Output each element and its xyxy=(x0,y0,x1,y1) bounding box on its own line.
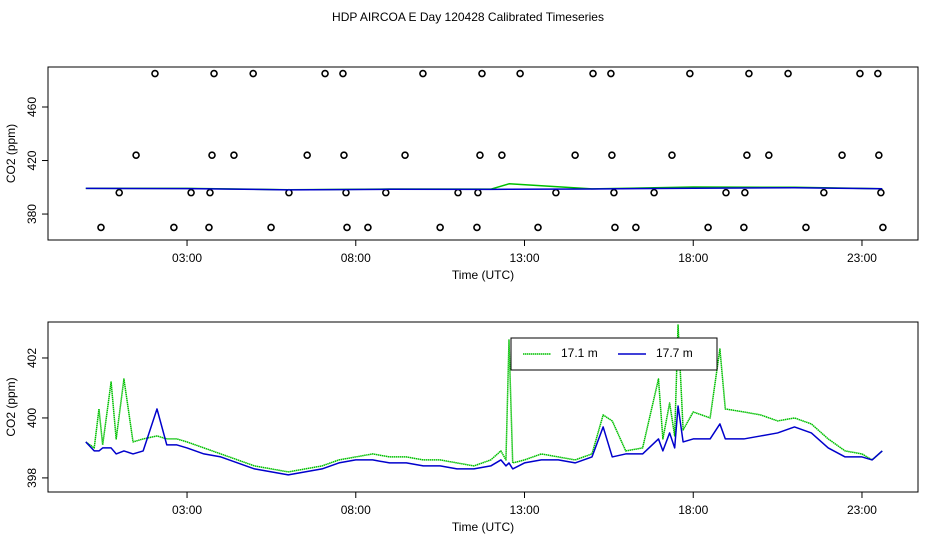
data-point xyxy=(765,151,773,159)
data-point xyxy=(97,223,105,232)
data-point xyxy=(476,151,484,159)
x-tick-label: 08:00 xyxy=(341,503,371,517)
data-point xyxy=(875,151,883,159)
data-point xyxy=(206,188,214,197)
data-point xyxy=(740,223,748,232)
data-point xyxy=(401,151,409,159)
data-point xyxy=(856,69,864,78)
data-point xyxy=(132,151,140,159)
data-point xyxy=(743,151,751,159)
data-point xyxy=(170,223,178,232)
y-tick-label: 402 xyxy=(25,348,39,368)
data-point xyxy=(342,188,350,197)
data-point xyxy=(115,188,124,197)
data-point xyxy=(208,151,216,159)
plot-frame xyxy=(47,66,919,241)
data-point xyxy=(611,223,619,232)
x-tick-label: 03:00 xyxy=(172,251,202,265)
data-point xyxy=(303,151,311,159)
data-point xyxy=(534,223,542,232)
data-point xyxy=(650,188,658,197)
data-point xyxy=(249,69,257,78)
data-point xyxy=(478,69,486,78)
data-point xyxy=(552,188,560,197)
x-axis-title: Time (UTC) xyxy=(452,268,514,282)
data-point xyxy=(820,188,828,197)
data-point xyxy=(632,223,640,232)
data-point xyxy=(802,223,810,232)
data-point xyxy=(267,223,275,232)
data-point xyxy=(686,69,694,78)
data-point xyxy=(151,69,159,78)
data-point xyxy=(874,69,882,78)
data-point xyxy=(230,151,238,159)
x-tick-label: 13:00 xyxy=(509,251,539,265)
data-point xyxy=(571,151,579,159)
series-line xyxy=(85,324,883,473)
x-tick-label: 23:00 xyxy=(847,503,877,517)
x-tick-label: 23:00 xyxy=(847,251,877,265)
y-tick-label: 420 xyxy=(25,150,39,170)
y-tick-label: 460 xyxy=(25,97,39,117)
chart-title: HDP AIRCOA E Day 120428 Calibrated Times… xyxy=(332,10,604,24)
data-point xyxy=(364,223,372,232)
data-point xyxy=(498,151,506,159)
data-point xyxy=(339,69,347,78)
data-point xyxy=(321,69,329,78)
data-point xyxy=(610,188,618,197)
data-point xyxy=(516,69,524,78)
data-point xyxy=(382,188,390,197)
data-point xyxy=(877,188,885,197)
data-point xyxy=(745,69,753,78)
data-point xyxy=(340,151,348,159)
x-tick-label: 08:00 xyxy=(341,251,371,265)
y-axis-title: CO2 (ppm) xyxy=(4,124,18,183)
data-point xyxy=(741,188,749,197)
data-point xyxy=(838,151,846,159)
data-point xyxy=(608,151,616,159)
data-point xyxy=(210,69,218,78)
y-axis-title: CO2 (ppm) xyxy=(4,377,18,436)
data-point xyxy=(205,223,213,232)
series-line xyxy=(85,405,883,476)
x-tick-label: 18:00 xyxy=(678,503,708,517)
data-point xyxy=(419,69,427,78)
data-point xyxy=(784,69,792,78)
x-tick-label: 13:00 xyxy=(509,503,539,517)
x-tick-label: 03:00 xyxy=(172,503,202,517)
data-point xyxy=(589,69,597,78)
y-tick-label: 398 xyxy=(25,468,39,488)
data-point xyxy=(343,223,351,232)
legend-box xyxy=(510,337,718,371)
legend-label: 17.1 m xyxy=(561,346,598,360)
data-point xyxy=(607,69,615,78)
data-point xyxy=(668,151,676,159)
legend-label: 17.7 m xyxy=(656,346,693,360)
x-axis-title: Time (UTC) xyxy=(452,520,514,534)
data-point xyxy=(722,188,730,197)
data-point xyxy=(454,188,462,197)
data-point xyxy=(704,223,712,232)
y-tick-label: 400 xyxy=(25,408,39,428)
data-point xyxy=(473,223,481,232)
data-point xyxy=(187,188,195,197)
data-point xyxy=(879,223,887,232)
plot-frame xyxy=(47,321,919,493)
data-point xyxy=(436,223,444,232)
series-line xyxy=(85,186,883,191)
x-tick-label: 18:00 xyxy=(678,251,708,265)
data-point xyxy=(474,188,482,197)
y-tick-label: 380 xyxy=(25,204,39,224)
